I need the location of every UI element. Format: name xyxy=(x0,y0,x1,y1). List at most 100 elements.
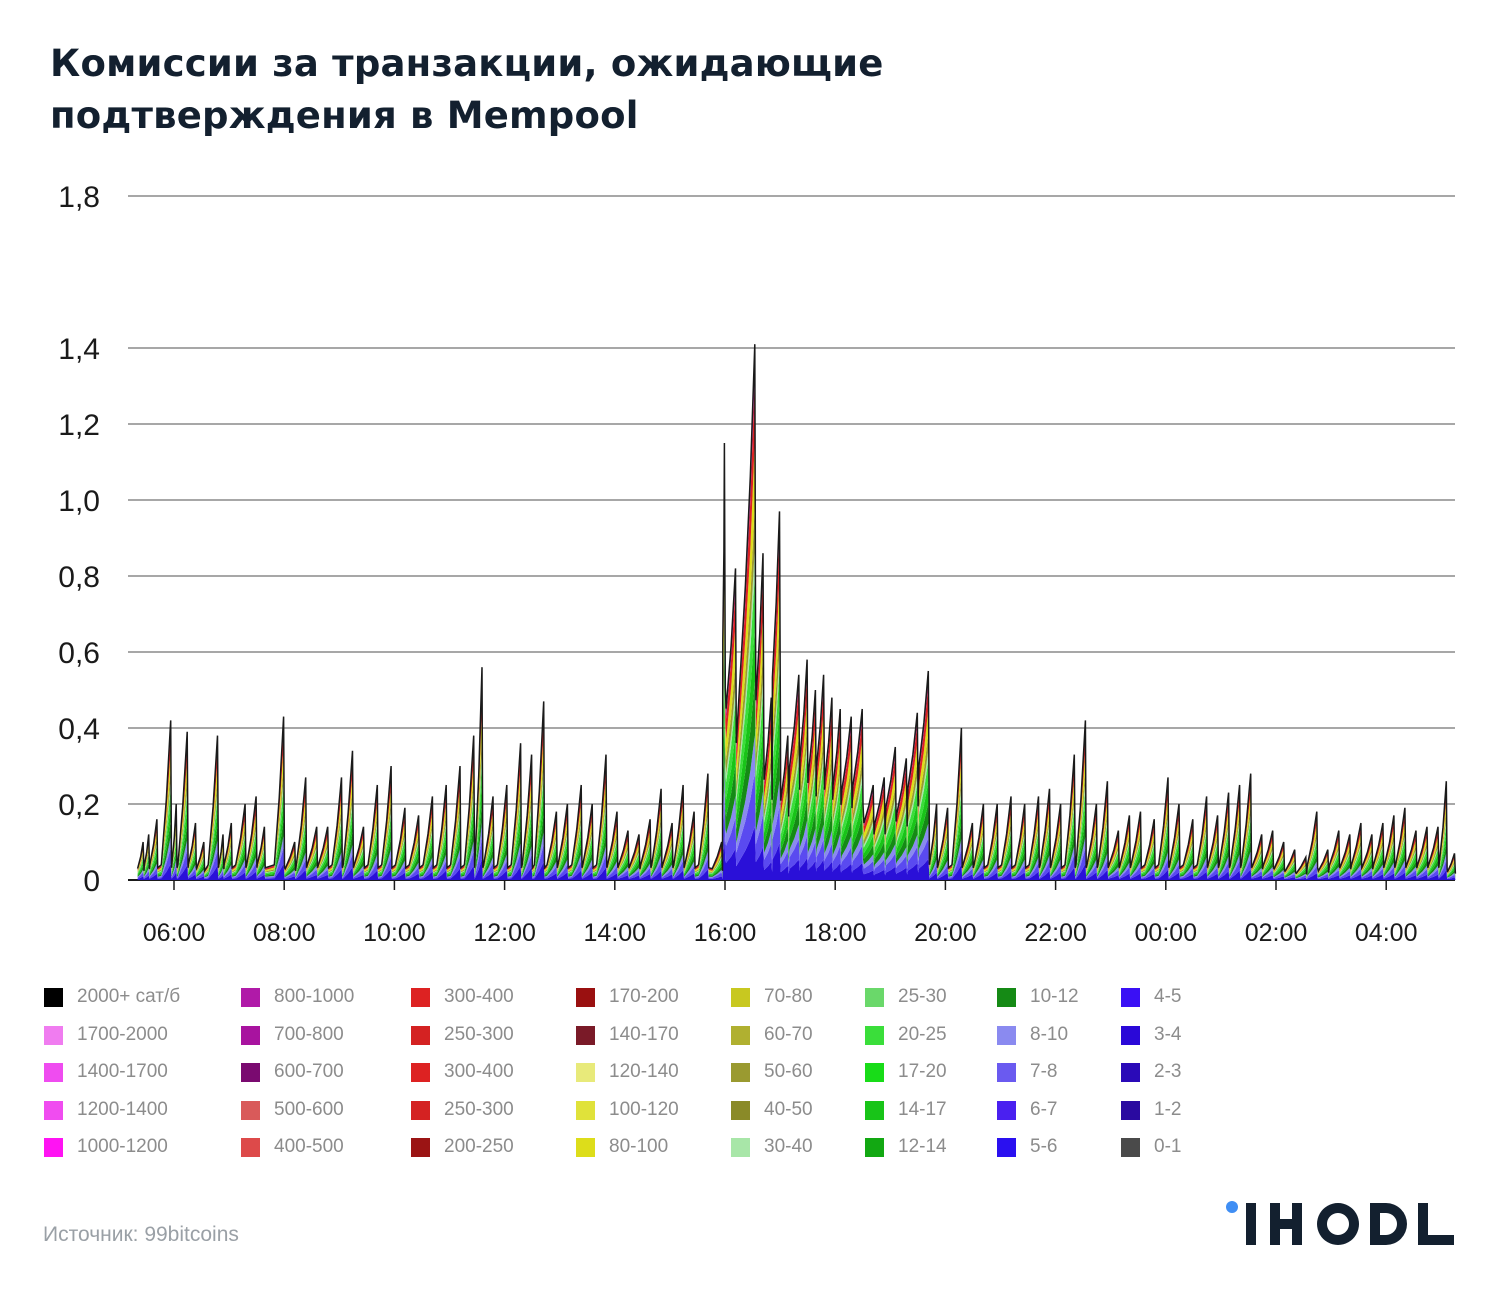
legend-label: 10-12 xyxy=(1030,986,1079,1007)
legend-label: 30-40 xyxy=(764,1136,813,1157)
legend-item: 1-2 xyxy=(1121,1095,1181,1125)
legend: 2000+ сат/б 1700-2000 1400-1700 1200-1400 10… xyxy=(44,982,1294,1172)
legend-item: 250-300 xyxy=(411,1095,514,1125)
band-low-fee xyxy=(137,826,1456,880)
band-5-8 xyxy=(137,772,1456,880)
legend-swatch xyxy=(411,1025,430,1045)
legend-label: 25-30 xyxy=(898,986,947,1007)
legend-label: 7-8 xyxy=(1030,1061,1058,1082)
legend-swatch xyxy=(731,1062,750,1082)
legend-item: 100-120 xyxy=(576,1095,679,1125)
legend-label: 60-70 xyxy=(764,1024,813,1045)
legend-item: 300-400 xyxy=(411,1057,514,1087)
legend-item: 140-170 xyxy=(576,1020,679,1050)
legend-swatch xyxy=(997,1025,1016,1045)
x-tick-label: 12:00 xyxy=(473,919,536,947)
legend-swatch xyxy=(411,1062,430,1082)
legend-item: 4-5 xyxy=(1121,982,1181,1012)
legend-swatch xyxy=(731,1100,750,1120)
legend-swatch xyxy=(44,987,63,1007)
x-tick-label: 18:00 xyxy=(804,919,867,947)
legend-item: 17-20 xyxy=(865,1057,947,1087)
legend-label: 20-25 xyxy=(898,1024,947,1045)
legend-label: 6-7 xyxy=(1030,1099,1058,1120)
legend-item: 20-25 xyxy=(865,1020,947,1050)
legend-item: 7-8 xyxy=(997,1057,1057,1087)
legend-swatch xyxy=(1121,1025,1140,1045)
x-tick-label: 16:00 xyxy=(694,919,757,947)
legend-label: 120-140 xyxy=(609,1061,679,1082)
legend-item: 6-7 xyxy=(997,1095,1057,1125)
legend-label: 1-2 xyxy=(1154,1099,1182,1120)
legend-label: 800-1000 xyxy=(274,986,355,1007)
legend-swatch xyxy=(997,987,1016,1007)
legend-swatch xyxy=(865,1062,884,1082)
legend-item: 10-12 xyxy=(997,982,1079,1012)
legend-item: 1200-1400 xyxy=(44,1095,168,1125)
legend-label: 500-600 xyxy=(274,1099,344,1120)
legend-label: 1700-2000 xyxy=(77,1024,168,1045)
legend-swatch xyxy=(241,1100,260,1120)
legend-swatch xyxy=(1121,1100,1140,1120)
legend-swatch xyxy=(411,987,430,1007)
legend-item: 40-50 xyxy=(731,1095,813,1125)
legend-item: 250-300 xyxy=(411,1020,514,1050)
legend-item: 500-600 xyxy=(241,1095,344,1125)
legend-label: 4-5 xyxy=(1154,986,1182,1007)
legend-item: 12-14 xyxy=(865,1132,947,1162)
legend-item: 120-140 xyxy=(576,1057,679,1087)
legend-swatch xyxy=(576,987,595,1007)
legend-swatch xyxy=(997,1137,1016,1157)
legend-swatch xyxy=(576,1137,595,1157)
x-tick-label: 14:00 xyxy=(584,919,647,947)
legend-swatch xyxy=(1121,1062,1140,1082)
legend-label: 400-500 xyxy=(274,1136,344,1157)
legend-label: 250-300 xyxy=(444,1024,514,1045)
legend-label: 600-700 xyxy=(274,1061,344,1082)
legend-item: 1000-1200 xyxy=(44,1132,168,1162)
legend-swatch xyxy=(865,987,884,1007)
y-tick-label: 0,4 xyxy=(58,713,100,746)
legend-label: 140-170 xyxy=(609,1024,679,1045)
legend-label: 250-300 xyxy=(444,1099,514,1120)
legend-item: 3-4 xyxy=(1121,1020,1181,1050)
legend-item: 1700-2000 xyxy=(44,1020,168,1050)
ihodl-logo xyxy=(1226,1201,1454,1245)
legend-item: 0-1 xyxy=(1121,1132,1181,1162)
x-tick-label: 08:00 xyxy=(253,919,316,947)
legend-label: 40-50 xyxy=(764,1099,813,1120)
x-tick-label: 06:00 xyxy=(143,919,206,947)
mempool-fee-chart: 1,8 1,4 1,2 1,0 0,8 0,6 0,4 0,2 0 06:00 08:00 10:0… xyxy=(58,181,1457,947)
logo-wordmark xyxy=(1246,1203,1454,1245)
source-note: Источник: 99bitcoins xyxy=(43,1223,239,1246)
legend-item: 600-700 xyxy=(241,1057,344,1087)
y-tick-label: 0,2 xyxy=(58,789,100,822)
y-tick-label: 1,0 xyxy=(58,485,100,518)
legend-label: 1200-1400 xyxy=(77,1099,168,1120)
legend-swatch xyxy=(1121,1137,1140,1157)
legend-item: 50-60 xyxy=(731,1057,813,1087)
legend-swatch xyxy=(411,1137,430,1157)
legend-swatch xyxy=(865,1137,884,1157)
legend-label: 5-6 xyxy=(1030,1136,1058,1157)
legend-label: 200-250 xyxy=(444,1136,514,1157)
x-tick-label: 02:00 xyxy=(1245,919,1308,947)
legend-swatch xyxy=(241,1137,260,1157)
legend-item: 1400-1700 xyxy=(44,1057,168,1087)
legend-item: 5-6 xyxy=(997,1132,1057,1162)
legend-label: 700-800 xyxy=(274,1024,344,1045)
legend-label: 2000+ сат/б xyxy=(77,986,181,1007)
legend-label: 3-4 xyxy=(1154,1024,1182,1045)
x-axis: 06:00 08:00 10:00 12:00 14:00 16:00 18:00 20:00… xyxy=(143,880,1417,947)
legend-label: 14-17 xyxy=(898,1099,947,1120)
legend-item: 170-200 xyxy=(576,982,679,1012)
x-tick-label: 00:00 xyxy=(1135,919,1198,947)
legend-item: 30-40 xyxy=(731,1132,813,1162)
y-axis: 1,8 1,4 1,2 1,0 0,8 0,6 0,4 0,2 0 xyxy=(58,181,100,898)
legend-swatch xyxy=(997,1100,1016,1120)
legend-item: 400-500 xyxy=(241,1132,344,1162)
x-tick-label: 10:00 xyxy=(363,919,426,947)
legend-swatch xyxy=(576,1100,595,1120)
legend-label: 300-400 xyxy=(444,1061,514,1082)
legend-label: 300-400 xyxy=(444,986,514,1007)
